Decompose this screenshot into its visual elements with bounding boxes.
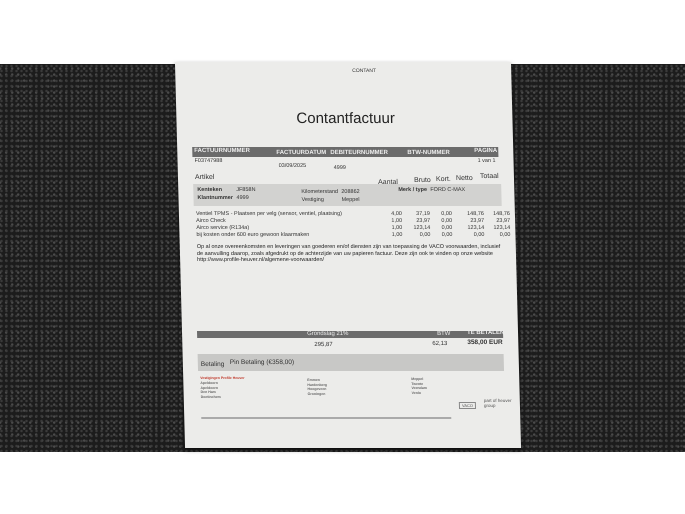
col-kort: Kort.	[435, 176, 451, 183]
kenteken: JF858N	[236, 187, 256, 193]
item-netto: 0,00	[473, 232, 485, 238]
item-totaal: 0,00	[499, 232, 511, 238]
footer-branches-3: Meppel Twente Veendam Venlo	[411, 377, 427, 395]
branch: Venlo	[411, 390, 421, 395]
item-aantal: 1,00	[391, 225, 403, 231]
km-label: Kilometerstand	[301, 189, 339, 195]
item-totaal: 23,97	[496, 218, 511, 224]
totals-bar: Grondslag 21% BTW TE BETALEN	[196, 330, 505, 338]
item-artikel: Ventiel TPMS - Plaatsen per velg (sensor…	[195, 211, 343, 217]
label-factuurnummer: FACTUURNUMMER	[194, 148, 251, 154]
invoice-paper: CONTANT Contantfactuur FACTUURNUMMER FAC…	[174, 62, 522, 448]
col-netto: Netto	[455, 175, 473, 182]
footer-branches-1: Apeldoorn Apeldoorn Den Ham Doetinchem	[200, 381, 230, 399]
te-betalen: 358,00 EUR	[467, 339, 503, 346]
te-betalen-label: TE BETALEN	[466, 330, 505, 336]
kenteken-label: Kenteken	[197, 187, 223, 193]
pagina: 1 van 1	[477, 158, 496, 164]
debiteurnummer: 4999	[333, 165, 347, 171]
vestiging-label: Vestiging	[301, 197, 324, 203]
terms-text: Op al onze overeenkomsten en leveringen …	[196, 244, 501, 263]
header-bar: FACTUURNUMMER FACTUURDATUM DEBITEURNUMME…	[192, 147, 499, 157]
stamp: CONTANT	[352, 68, 377, 74]
item-netto: 123,14	[467, 225, 485, 231]
btw: 62,13	[432, 341, 448, 347]
item-totaal: 148,76	[493, 211, 511, 217]
footer-branches-2: Emmen Hardenberg Hoogeveen Groningen	[307, 378, 327, 396]
label-btw-nummer: BTW-NUMMER	[407, 150, 450, 156]
item-kort: 0,00	[441, 211, 453, 217]
item-artikel: Airco service (R134a)	[196, 225, 250, 231]
payment-label: Betaling	[200, 361, 225, 368]
iban-line	[201, 417, 452, 419]
item-artikel: Airco Check	[196, 218, 226, 224]
grondslag-label: Grondslag 21%	[306, 331, 349, 337]
kilometerstand: 208862	[341, 189, 360, 195]
page-title: Contantfactuur	[296, 110, 396, 127]
btw-label: BTW	[436, 331, 451, 337]
label-debiteurnummer: DEBITEURNUMMER	[330, 150, 389, 156]
item-artikel: bij kosten onder 600 euro gewoon klaarma…	[196, 232, 310, 238]
item-aantal: 1,00	[391, 218, 403, 224]
vehicle-box: Kenteken JF858N Klantnummer 4999 Kilomet…	[193, 184, 502, 206]
merk-label: Merk / type	[398, 187, 428, 193]
col-bruto: Bruto	[413, 177, 431, 184]
vestiging: Meppel	[341, 197, 360, 203]
factuurdatum: 03/09/2025	[278, 163, 307, 169]
klantnummer-label: Klantnummer	[197, 195, 234, 201]
item-kort: 0,00	[441, 225, 453, 231]
item-netto: 23,97	[470, 218, 485, 224]
branch: Doetinchem	[200, 394, 221, 399]
klantnummer: 4999	[236, 195, 249, 201]
label-factuurdatum: FACTUURDATUM	[276, 150, 327, 156]
vaco-logo: VACO	[458, 402, 477, 409]
item-aantal: 1,00	[391, 232, 403, 238]
payment-bar: Betaling Pin Betaling (€358,00)	[197, 354, 505, 371]
branch: Groningen	[307, 391, 326, 396]
payment-value: Pin Betaling (€358,00)	[229, 359, 295, 366]
item-netto: 148,76	[467, 211, 485, 217]
heuver-group-logo: part of heuver group	[483, 398, 512, 408]
grondslag: 295,87	[314, 342, 333, 348]
col-totaal: Totaal	[479, 173, 499, 180]
label-pagina: PAGINA	[474, 148, 498, 154]
factuurnummer: F03747988	[194, 158, 223, 164]
item-kort: 0,00	[441, 218, 453, 224]
merk-type: FORD C-MAX	[430, 187, 466, 193]
item-kort: 0,00	[441, 232, 453, 238]
branch: Veendam	[411, 386, 427, 390]
item-aantal: 4,00	[391, 211, 403, 217]
branch: Hoogeveen	[307, 387, 327, 391]
col-artikel: Artikel	[194, 174, 215, 181]
item-totaal: 123,14	[493, 225, 511, 231]
footer-heading: Vestigingen Profile Heuver	[200, 376, 245, 380]
